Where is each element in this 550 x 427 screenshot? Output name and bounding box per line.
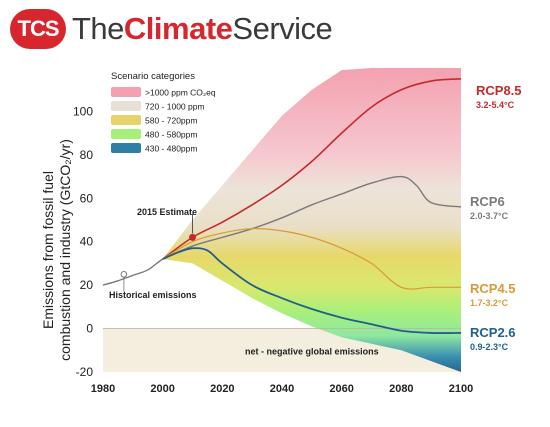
y-tick-label: 20 <box>80 278 94 292</box>
legend-label: 480 - 580ppm <box>145 130 197 140</box>
legend-title: Scenario categories <box>111 71 195 82</box>
y-tick-label: -20 <box>76 365 94 379</box>
brand-name-the: The <box>72 11 124 46</box>
legend-swatch <box>111 115 141 125</box>
y-tick-label: 100 <box>73 104 93 118</box>
legend-swatch <box>111 129 141 139</box>
x-tick-label: 2040 <box>270 383 294 395</box>
series-line-rcp2.6 <box>162 247 462 334</box>
x-tick-label: 2060 <box>329 383 353 395</box>
series-label: RCP4.5 <box>470 281 516 296</box>
x-tick-label: 1980 <box>91 383 115 395</box>
legend-label: 580 - 720ppm <box>145 116 197 126</box>
x-tick-label: 2100 <box>449 383 473 395</box>
estimate-2015-label: 2015 Estimate <box>137 207 197 217</box>
brand-name-service: Service <box>232 11 333 46</box>
y-tick-label: 40 <box>80 235 94 249</box>
series-range-label: 2.0-3.7°C <box>470 211 509 221</box>
series-range-label: 0.9-2.3°C <box>470 342 509 352</box>
legend-swatch <box>111 101 141 111</box>
y-axis-label: Emissions from fossil fuelcombustion and… <box>40 139 73 361</box>
series-label: RCP2.6 <box>470 325 516 340</box>
series-label: RCP6 <box>470 194 505 209</box>
y-tick-label: 0 <box>86 322 93 336</box>
legend-label: 720 - 1000 ppm <box>145 102 205 112</box>
brand-title: TheClimateService <box>72 10 333 48</box>
scenario-envelope <box>162 68 461 372</box>
series-line-rcp8.5 <box>162 78 462 260</box>
series-label: RCP8.5 <box>476 83 522 98</box>
x-tick-label: 2080 <box>389 383 413 395</box>
estimate-2015-marker <box>189 233 196 241</box>
legend-swatch <box>111 87 141 97</box>
series-range-label: 1.7-3.2°C <box>470 298 509 308</box>
series-range-label: 3.2-5.4°C <box>476 100 515 110</box>
y-tick-label: 80 <box>80 148 94 162</box>
y-tick-label: 60 <box>80 191 94 205</box>
legend-label: 430 - 480ppm <box>145 144 197 154</box>
x-tick-label: 2000 <box>150 383 174 395</box>
historical-marker <box>120 270 128 278</box>
series-line-rcp4.5 <box>162 228 461 290</box>
x-tick-label: 2020 <box>210 383 234 395</box>
legend-swatch <box>111 143 141 153</box>
net-negative-label: net - negative global emissions <box>245 347 379 357</box>
brand-name-climate: Climate <box>123 11 233 46</box>
historical-label: Historical emissions <box>109 290 197 300</box>
series-line-rcp6 <box>162 175 462 260</box>
tcs-logo-icon: TCS <box>10 9 66 49</box>
legend-label: >1000 ppm CO₂eq <box>145 88 216 98</box>
